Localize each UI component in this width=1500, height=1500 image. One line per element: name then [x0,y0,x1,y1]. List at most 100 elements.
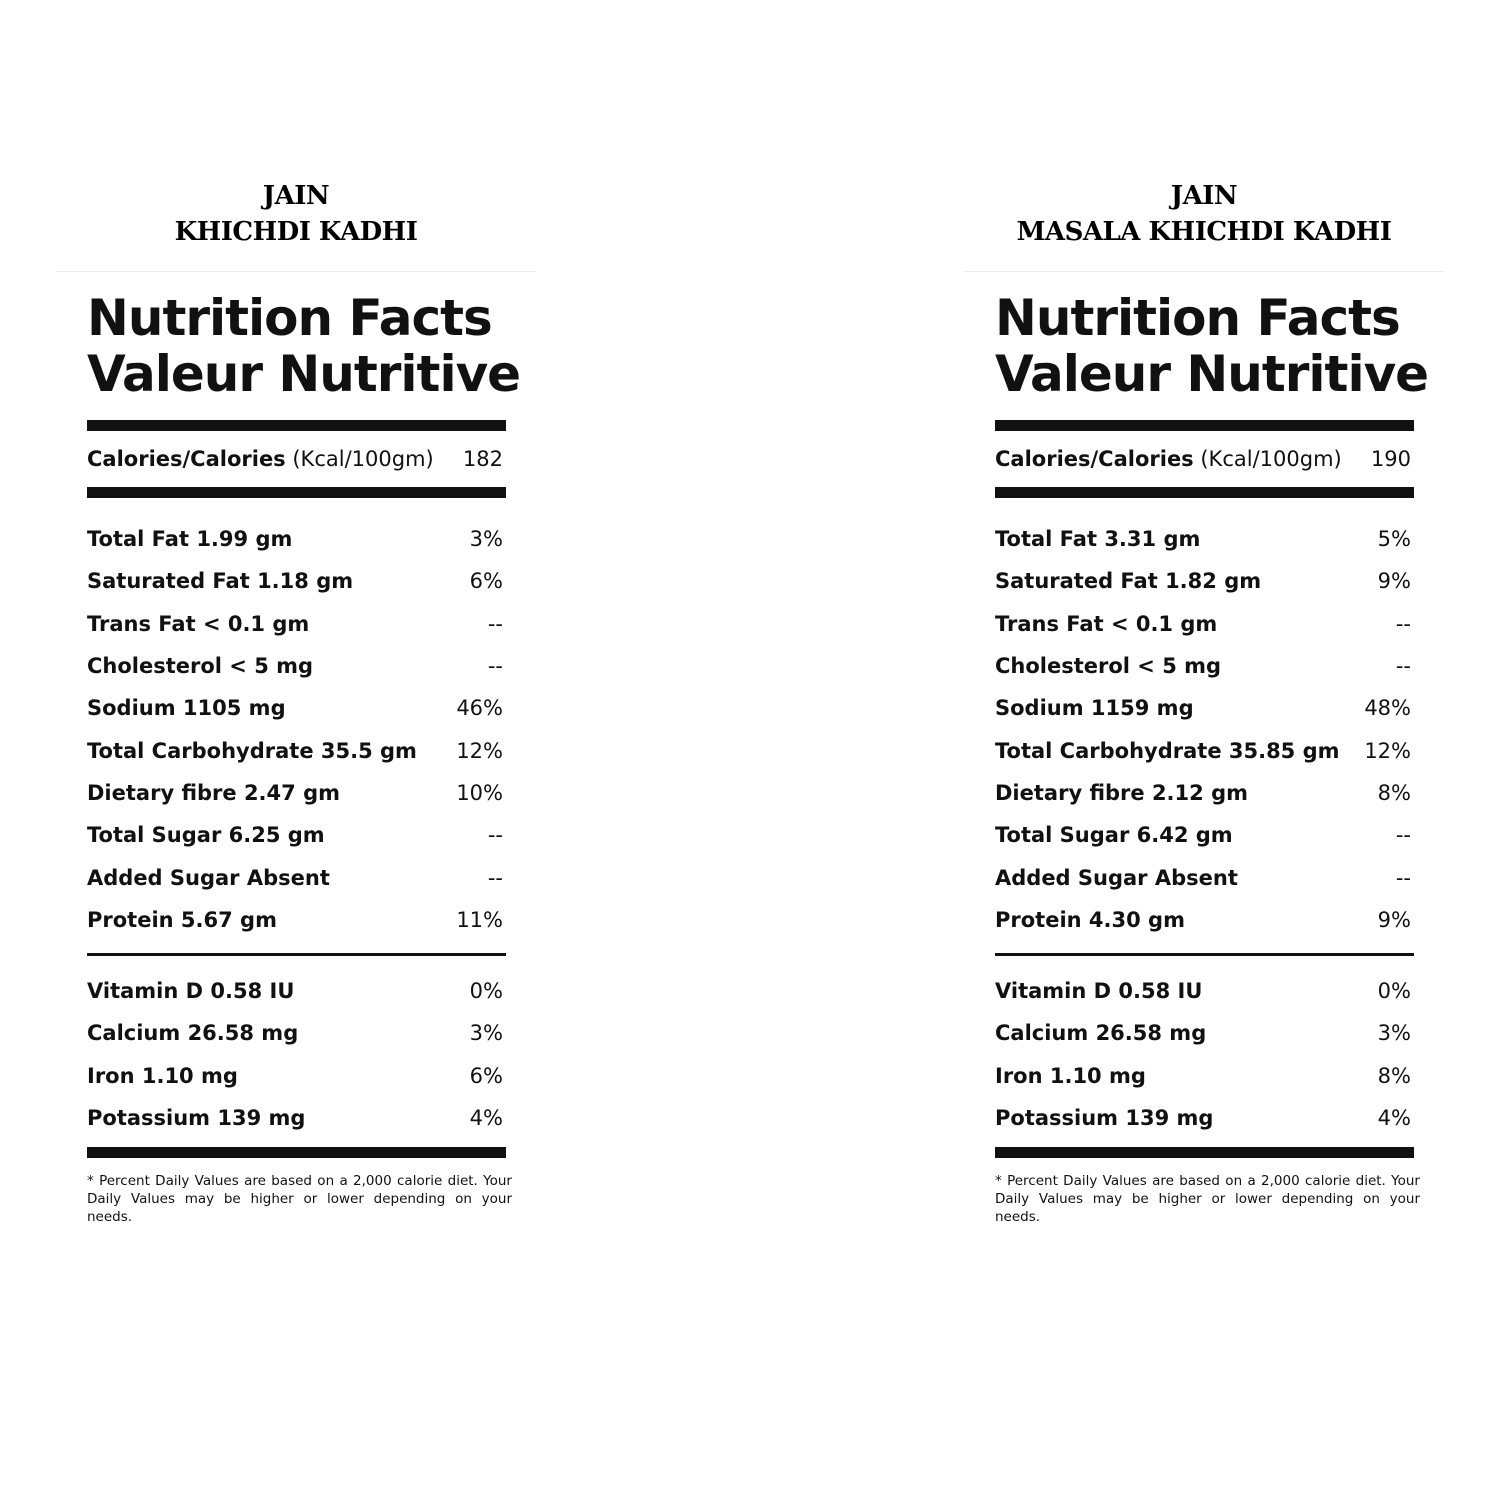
nutrient-list: Total Fat 1.99 gm 3% Saturated Fat 1.18 g… [87,498,507,941]
thick-rule [87,1147,506,1159]
nutrient-dv: 6% [469,569,503,594]
nutrition-label: Nutrition Facts Valeur Nutritive Calorie… [995,289,1429,1226]
footnote: * Percent Daily Values are based on a 2,… [87,1173,512,1226]
nutrient-row: Saturated Fat 1.18 gm 6% [87,560,507,602]
vitamin-dv: 8% [1377,1063,1411,1088]
nutrient-name: Protein 5.67 gm [87,907,277,932]
nutrient-name: Total Sugar 6.42 gm [995,823,1233,848]
nutrient-row: Total Fat 3.31 gm 5% [995,518,1415,560]
vitamin-name: Potassium 139 mg [87,1106,306,1130]
thick-rule [995,487,1414,498]
nutrient-dv: 11% [456,907,503,932]
nutrient-dv: -- [487,611,503,636]
nutrient-row: Sodium 1159 mg 48% [995,687,1415,729]
nutrient-row: Total Fat 1.99 gm 3% [87,518,507,560]
vitamin-row: Potassium 139 mg 4% [87,1097,507,1139]
divider [56,271,536,272]
calories-row: Calories/Calories (Kcal/100gm) 190 [995,431,1415,487]
vitamin-row: Vitamin D 0.58 IU 0% [995,970,1415,1012]
nutrient-name: Dietary fibre 2.47 gm [87,780,340,805]
calories-label: Calories/Calories [995,447,1194,471]
vitamin-row: Iron 1.10 mg 8% [995,1055,1415,1097]
nutrient-name: Total Carbohydrate 35.85 gm [995,738,1340,763]
thick-rule [87,420,506,431]
nutrient-row: Cholesterol < 5 mg -- [87,645,507,687]
nutrient-name: Saturated Fat 1.82 gm [995,569,1262,594]
vitamin-name: Calcium 26.58 mg [995,1021,1207,1046]
product-title: JAIN KHICHDI KADHI [56,178,536,250]
calories-value: 190 [1370,447,1411,471]
nutrient-name: Cholesterol < 5 mg [995,654,1222,679]
vitamin-dv: 6% [469,1063,503,1088]
nutrient-name: Trans Fat < 0.1 gm [995,611,1218,636]
calories-label: Calories/Calories [87,447,286,471]
nutrient-dv: 3% [469,527,503,552]
divider [964,271,1444,272]
nutrient-dv: -- [487,865,503,890]
vitamin-dv: 3% [1377,1021,1411,1046]
nutrient-row: Total Carbohydrate 35.5 gm 12% [87,729,507,771]
vitamin-row: Iron 1.10 mg 6% [87,1055,507,1097]
vitamin-row: Calcium 26.58 mg 3% [87,1012,507,1054]
nutrient-name: Total Carbohydrate 35.5 gm [87,738,417,763]
thin-rule [995,952,1414,956]
calories-value: 182 [462,447,503,471]
nutrient-row: Protein 5.67 gm 11% [87,899,507,941]
nutrient-dv: -- [1395,611,1411,636]
footnote: * Percent Daily Values are based on a 2,… [995,1173,1420,1226]
nutrient-dv: -- [1395,865,1411,890]
nutrient-row: Total Carbohydrate 35.85 gm 12% [995,729,1415,771]
vitamin-row: Vitamin D 0.58 IU 0% [87,970,507,1012]
nutrient-dv: 12% [1364,738,1411,763]
nutrient-row: Sodium 1105 mg 46% [87,687,507,729]
thin-rule [87,952,506,956]
vitamin-row: Calcium 26.58 mg 3% [995,1012,1415,1054]
nutrition-panel-right: JAIN MASALA KHICHDI KADHI Nutrition Fact… [964,0,1444,1500]
nutrition-panel-left: JAIN KHICHDI KADHI Nutrition Facts Valeu… [56,0,536,1500]
vitamin-dv: 0% [1377,979,1411,1004]
nutrient-row: Total Sugar 6.42 gm -- [995,814,1415,856]
nutrient-list: Total Fat 3.31 gm 5% Saturated Fat 1.82 g… [995,498,1415,941]
nutrient-name: Total Fat 3.31 gm [995,527,1201,552]
vitamin-row: Potassium 139 mg 4% [995,1097,1415,1139]
nutrient-dv: 5% [1377,527,1411,552]
nutrient-name: Saturated Fat 1.18 gm [87,569,354,594]
heading-french: Valeur Nutritive [995,345,1429,403]
nutrient-dv: -- [1395,654,1411,679]
nutrient-dv: 10% [456,780,503,805]
product-title: JAIN MASALA KHICHDI KADHI [964,178,1444,250]
nutrient-row: Dietary fibre 2.12 gm 8% [995,772,1415,814]
nutrient-dv: 9% [1377,569,1411,594]
vitamin-name: Iron 1.10 mg [87,1063,238,1088]
nutrient-name: Sodium 1159 mg [995,696,1194,721]
nutrient-row: Added Sugar Absent -- [995,856,1415,898]
nutrient-name: Cholesterol < 5 mg [87,654,314,679]
nutrient-row: Added Sugar Absent -- [87,856,507,898]
product-title-line2: MASALA KHICHDI KADHI [1016,217,1392,247]
thick-rule [995,1147,1414,1159]
nutrient-row: Cholesterol < 5 mg -- [995,645,1415,687]
calories-unit: (Kcal/100gm) [285,447,434,471]
product-title-line1: JAIN [1170,181,1238,211]
heading-french: Valeur Nutritive [87,345,521,403]
nutrient-row: Total Sugar 6.25 gm -- [87,814,507,856]
heading-english: Nutrition Facts [995,289,1401,347]
vitamin-dv: 4% [1377,1106,1411,1130]
nutrient-dv: 9% [1377,907,1411,932]
vitamin-list: Vitamin D 0.58 IU 0% Calcium 26.58 mg 3% I… [87,956,507,1147]
nutrient-dv: 48% [1364,696,1411,721]
product-title-line2: KHICHDI KADHI [174,217,418,247]
nutrient-name: Protein 4.30 gm [995,907,1185,932]
vitamin-dv: 0% [469,979,503,1004]
heading-english: Nutrition Facts [87,289,493,347]
calories-unit: (Kcal/100gm) [1193,447,1342,471]
nutrient-dv: -- [1395,823,1411,848]
vitamin-dv: 3% [469,1021,503,1046]
nutrient-dv: 46% [456,696,503,721]
nutrient-name: Total Sugar 6.25 gm [87,823,325,848]
thick-rule [87,487,506,498]
nutrient-name: Added Sugar Absent [995,865,1238,890]
nutrition-label: Nutrition Facts Valeur Nutritive Calorie… [87,289,521,1226]
nutrient-row: Saturated Fat 1.82 gm 9% [995,560,1415,602]
nutrient-name: Dietary fibre 2.12 gm [995,780,1248,805]
